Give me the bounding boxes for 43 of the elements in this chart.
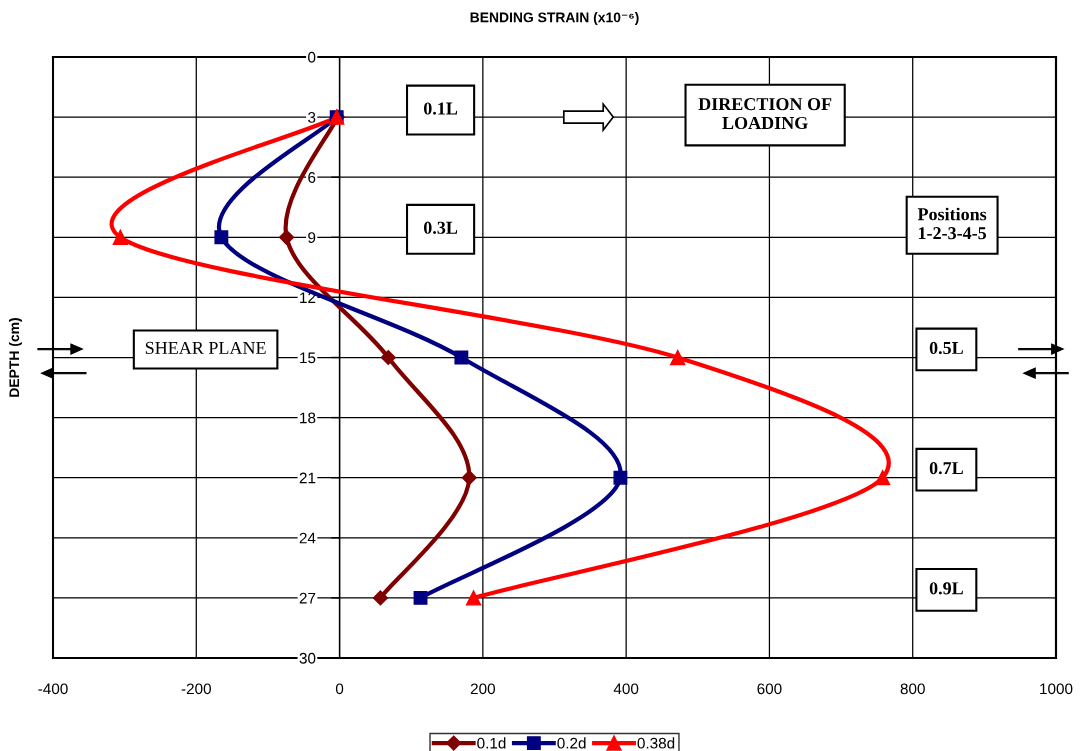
x-tick-label: -400 xyxy=(38,683,68,695)
x-tick-label: -200 xyxy=(181,683,211,695)
y-tick-label: 30 xyxy=(299,652,316,664)
annotation: DIRECTION OF LOADING xyxy=(698,98,832,130)
legend-label: 0.2d xyxy=(557,737,586,749)
y-tick-label: 6 xyxy=(308,172,316,183)
legend-label: 0.38d xyxy=(637,737,675,749)
x-tick-label: 200 xyxy=(470,683,496,695)
point xyxy=(465,590,482,606)
x-tick-label: 600 xyxy=(757,683,782,695)
y-tick-label: 18 xyxy=(300,412,316,424)
point xyxy=(454,350,469,365)
annotation: 0.1L xyxy=(423,102,458,115)
x-tick-label: 0 xyxy=(335,683,344,695)
annotation: 0.9L xyxy=(929,582,963,595)
point xyxy=(670,349,686,366)
x-axis-title: BENDING STRAIN (x10⁻⁶) xyxy=(470,12,639,26)
point xyxy=(380,349,396,366)
annotation: Positions 1-2-3-4-5 xyxy=(917,207,987,240)
point xyxy=(874,470,891,486)
annotation: SHEAR PLANE xyxy=(145,341,266,355)
annotation: 0.3L xyxy=(423,221,458,234)
point xyxy=(413,590,428,605)
legend-label: 0.1d xyxy=(477,737,506,749)
x-tick-label: 400 xyxy=(613,683,639,695)
point xyxy=(613,470,628,485)
y-tick-label: 27 xyxy=(299,592,316,604)
annotation: 0.7L xyxy=(929,462,963,475)
point xyxy=(278,229,295,245)
y-tick-label: 15 xyxy=(300,352,316,364)
y-axis-title: DEPTH (cm) xyxy=(8,318,22,397)
point xyxy=(214,230,229,245)
y-tick-label: 0 xyxy=(308,51,316,63)
x-tick-label: 1000 xyxy=(1040,683,1073,695)
point xyxy=(112,229,128,245)
x-tick-label: 800 xyxy=(900,683,925,695)
point xyxy=(372,590,388,606)
annotation: 0.5L xyxy=(929,341,963,355)
y-tick-label: 24 xyxy=(299,532,316,544)
y-tick-label: 3 xyxy=(308,111,316,123)
y-tick-label: 21 xyxy=(299,472,316,484)
point xyxy=(461,470,477,486)
y-tick-label: 9 xyxy=(308,232,316,243)
